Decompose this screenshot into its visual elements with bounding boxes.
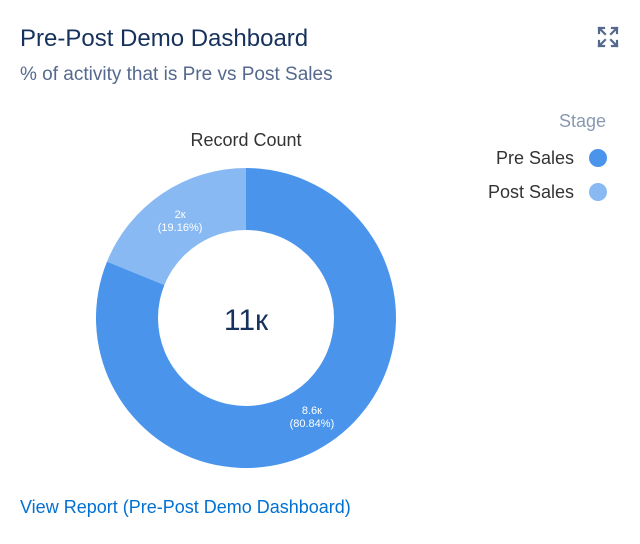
dashboard-subtitle: % of activity that is Pre vs Post Sales bbox=[20, 64, 333, 85]
legend-swatch bbox=[589, 149, 607, 167]
view-report-link[interactable]: View Report (Pre-Post Demo Dashboard) bbox=[20, 497, 351, 517]
slice-percent-label: (19.16%) bbox=[158, 222, 203, 234]
donut-center-total: 11к bbox=[224, 304, 269, 337]
legend-swatch bbox=[589, 183, 607, 201]
slice-value-label: 2к bbox=[175, 209, 186, 221]
dashboard-title: Pre-Post Demo Dashboard bbox=[20, 25, 309, 52]
slice-value-label: 8.6к bbox=[302, 405, 322, 417]
legend: Pre Sales Post Sales bbox=[488, 148, 607, 202]
legend-title: Stage bbox=[559, 111, 606, 131]
legend-label: Post Sales bbox=[488, 182, 574, 202]
slice-percent-label: (80.84%) bbox=[290, 418, 335, 430]
legend-label: Pre Sales bbox=[496, 148, 574, 168]
chart-title: Record Count bbox=[190, 130, 301, 150]
donut-hole bbox=[158, 230, 334, 406]
expand-icon[interactable] bbox=[596, 25, 620, 49]
slice-labels: 8.6к(80.84%) 2к(19.16%) bbox=[158, 209, 334, 430]
